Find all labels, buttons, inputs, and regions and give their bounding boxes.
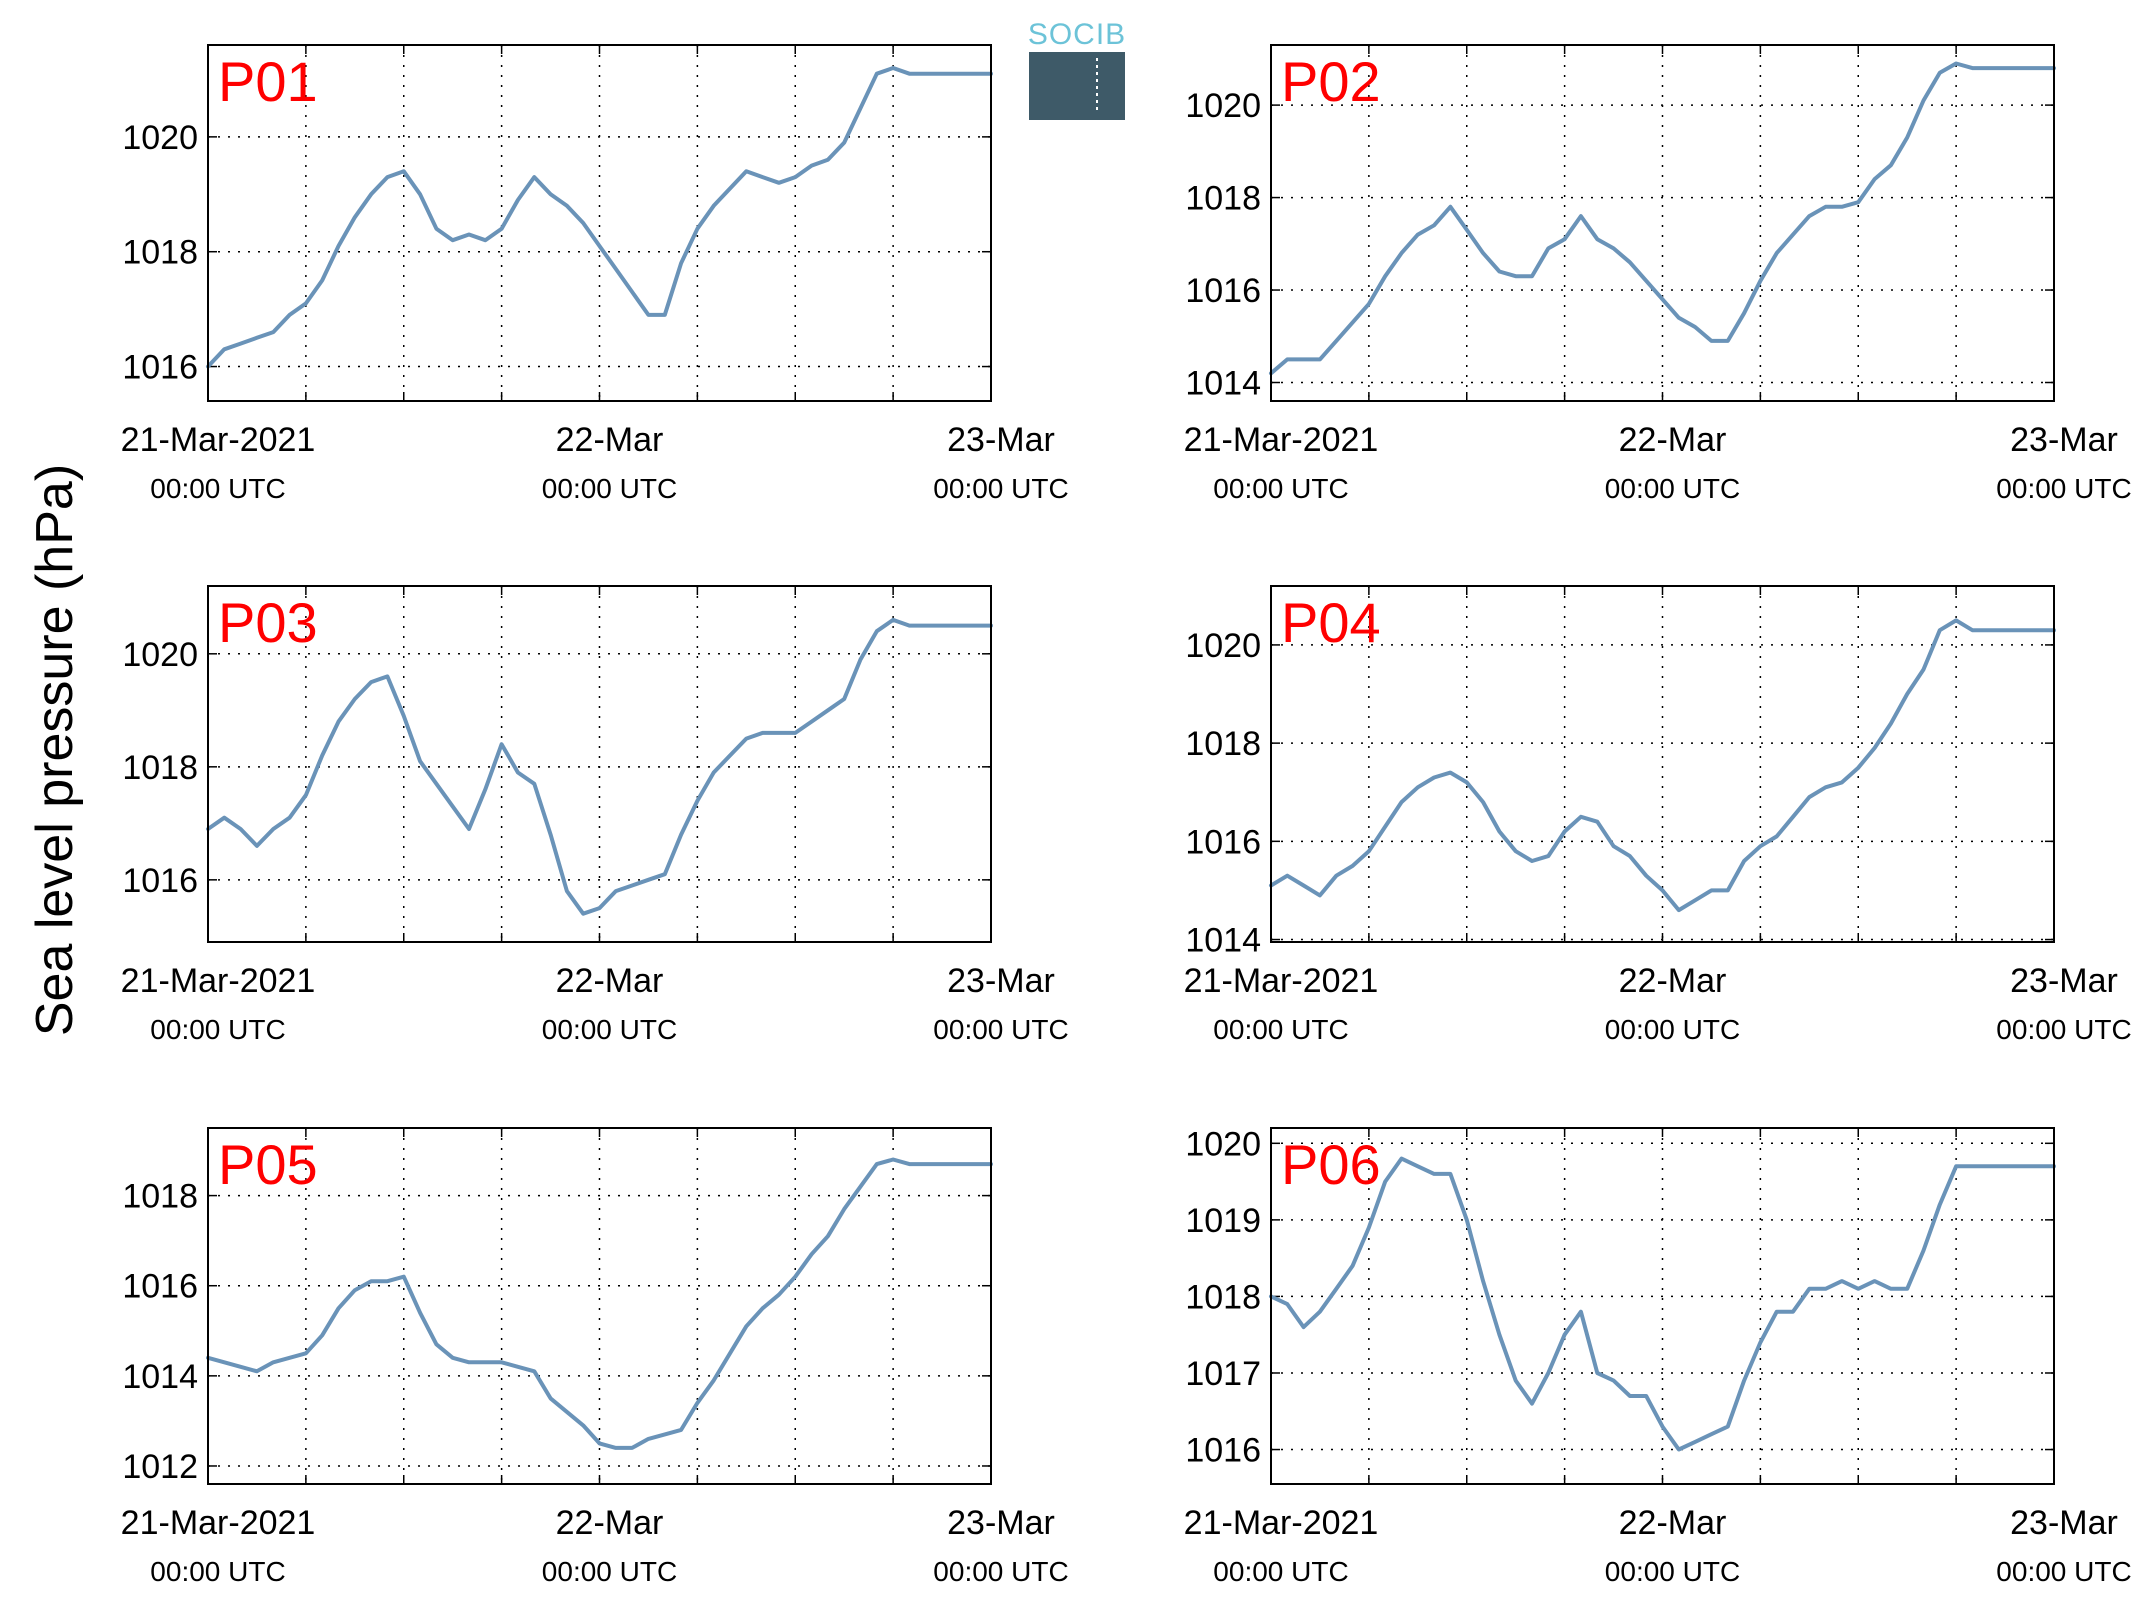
axes-frame [207, 585, 992, 943]
y-tick-label: 1016 [122, 862, 198, 900]
x-tick-time-label: 00:00 UTC [933, 1014, 1068, 1045]
panel-label: P03 [218, 591, 318, 654]
x-tick-time-label: 00:00 UTC [542, 1556, 677, 1587]
panel-p06: 1016 1017 1018 1019 1020 21-Mar-2021 00:00 UTC… [1184, 1125, 2132, 1587]
y-tick-label: 1018 [1185, 725, 1261, 763]
series-line-p01 [206, 66, 993, 369]
panel-p03: 1016 1018 1020 21-Mar-2021 00:00 UTC 22-Mar 00… [121, 585, 1069, 1045]
y-tick-label: 1014 [1185, 922, 1261, 960]
y-tick-label: 1018 [122, 234, 198, 272]
y-tick-label: 1016 [122, 1268, 198, 1306]
y-tick-label: 1014 [122, 1358, 198, 1396]
series-line-p04 [1269, 618, 2056, 913]
x-tick-time-label: 00:00 UTC [150, 1014, 285, 1045]
x-tick-date-label: 22-Mar [556, 1504, 664, 1542]
x-tick-date-label: 21-Mar-2021 [121, 421, 316, 459]
x-tick-date-label: 23-Mar [947, 1504, 1055, 1542]
x-tick-date-label: 22-Mar [1619, 1504, 1727, 1542]
axes-frame [207, 1127, 992, 1485]
logo-block [1029, 52, 1125, 120]
x-tick-time-label: 00:00 UTC [542, 1014, 677, 1045]
panel-label: P01 [218, 50, 318, 113]
y-axis-label: Sea level pressure (hPa) [26, 464, 84, 1036]
y-tick-label: 1019 [1185, 1202, 1261, 1240]
x-tick-time-label: 00:00 UTC [933, 1556, 1068, 1587]
x-tick-time-label: 00:00 UTC [1213, 1556, 1348, 1587]
y-tick-label: 1020 [1185, 1125, 1261, 1163]
axes-frame [1270, 1127, 2055, 1485]
y-tick-label: 1018 [122, 1178, 198, 1216]
y-tick-label: 1016 [1185, 823, 1261, 861]
y-tick-label: 1014 [1185, 365, 1261, 403]
x-tick-time-label: 00:00 UTC [933, 473, 1068, 504]
x-tick-time-label: 00:00 UTC [1996, 1014, 2131, 1045]
x-tick-date-label: 23-Mar [2010, 421, 2118, 459]
x-tick-date-label: 21-Mar-2021 [1184, 1504, 1379, 1542]
series-line-p03 [206, 617, 993, 916]
y-tick-label: 1020 [1185, 627, 1261, 665]
y-tick-label: 1018 [1185, 1278, 1261, 1316]
y-tick-label: 1016 [1185, 272, 1261, 310]
x-tick-date-label: 22-Mar [556, 421, 664, 459]
x-tick-date-label: 22-Mar [556, 962, 664, 1000]
panel-p02: 1014 1016 1018 1020 21-Mar-2021 00:00 UTC 22-M… [1184, 44, 2132, 504]
panel-label: P02 [1281, 50, 1381, 113]
x-tick-time-label: 00:00 UTC [1996, 473, 2131, 504]
axes-frame [1270, 585, 2055, 943]
x-tick-date-label: 22-Mar [1619, 962, 1727, 1000]
panel-label: P04 [1281, 591, 1381, 654]
x-tick-date-label: 23-Mar [947, 962, 1055, 1000]
x-tick-date-label: 21-Mar-2021 [121, 962, 316, 1000]
panels-container: 1016 1018 1020 21-Mar-2021 00:00 UTC 22-Mar 00… [121, 44, 2132, 1587]
x-tick-time-label: 00:00 UTC [150, 473, 285, 504]
y-tick-label: 1016 [122, 349, 198, 387]
panel-p01: 1016 1018 1020 21-Mar-2021 00:00 UTC 22-Mar 00… [121, 44, 1069, 504]
socib-logo: SOCIB [1028, 18, 1126, 120]
series-line-p06 [1269, 1156, 2056, 1452]
panel-p05: 1012 1014 1016 1018 21-Mar-2021 00:00 UTC 22-M… [121, 1127, 1069, 1587]
x-tick-date-label: 22-Mar [1619, 421, 1727, 459]
x-tick-time-label: 00:00 UTC [1605, 1014, 1740, 1045]
axes-frame [207, 44, 992, 402]
x-tick-date-label: 21-Mar-2021 [121, 1504, 316, 1542]
panel-label: P05 [218, 1133, 318, 1196]
x-tick-date-label: 23-Mar [2010, 1504, 2118, 1542]
y-tick-label: 1018 [1185, 180, 1261, 218]
x-tick-date-label: 23-Mar [947, 421, 1055, 459]
x-tick-date-label: 23-Mar [2010, 962, 2118, 1000]
y-tick-label: 1017 [1185, 1355, 1261, 1393]
y-tick-label: 1020 [122, 636, 198, 674]
x-tick-time-label: 00:00 UTC [1605, 473, 1740, 504]
x-tick-time-label: 00:00 UTC [1996, 1556, 2131, 1587]
x-tick-date-label: 21-Mar-2021 [1184, 421, 1379, 459]
x-tick-time-label: 00:00 UTC [542, 473, 677, 504]
logo-text: SOCIB [1028, 18, 1126, 51]
x-tick-time-label: 00:00 UTC [150, 1556, 285, 1587]
x-tick-time-label: 00:00 UTC [1213, 473, 1348, 504]
y-tick-label: 1012 [122, 1448, 198, 1486]
axes-frame [1270, 44, 2055, 402]
y-tick-label: 1018 [122, 749, 198, 787]
series-line-p02 [1269, 61, 2056, 376]
x-tick-time-label: 00:00 UTC [1213, 1014, 1348, 1045]
x-tick-date-label: 21-Mar-2021 [1184, 962, 1379, 1000]
y-tick-label: 1020 [122, 119, 198, 157]
panel-p04: 1014 1016 1018 1020 21-Mar-2021 00:00 UTC 22-M… [1184, 585, 2132, 1045]
series-line-p05 [206, 1157, 993, 1450]
x-tick-time-label: 00:00 UTC [1605, 1556, 1740, 1587]
y-tick-label: 1016 [1185, 1432, 1261, 1470]
panel-label: P06 [1281, 1133, 1381, 1196]
y-tick-label: 1020 [1185, 87, 1261, 125]
